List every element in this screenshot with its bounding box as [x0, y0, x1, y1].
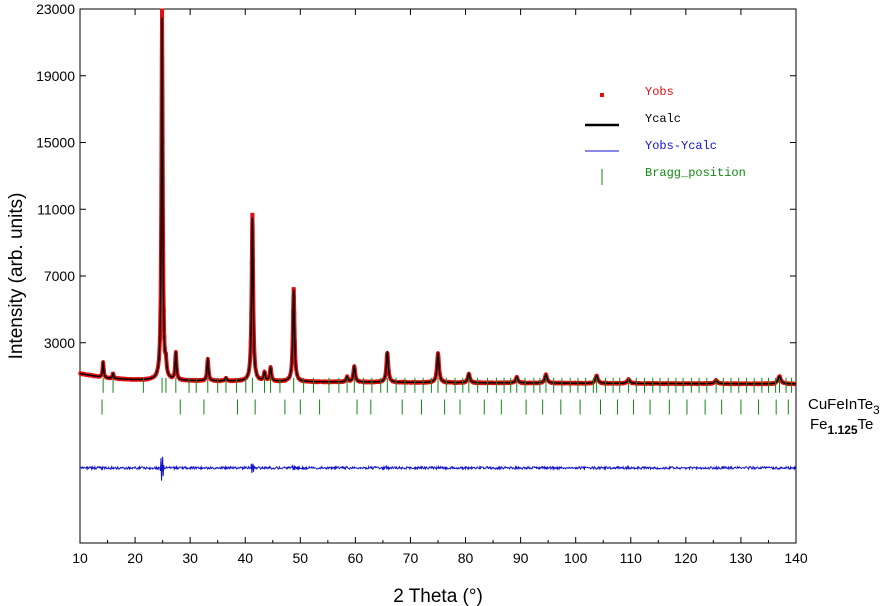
x-tick-label: 80 — [458, 550, 474, 566]
legend-swatch — [600, 93, 604, 97]
y-tick-label: 15000 — [36, 135, 75, 151]
y-tick-label: 11000 — [37, 201, 75, 217]
x-axis-title: 2 Theta (°) — [393, 586, 483, 606]
plot-area — [78, 8, 798, 481]
x-tick-label: 100 — [564, 550, 588, 566]
yobs-point — [250, 212, 255, 217]
x-tick-label: 20 — [127, 550, 143, 566]
y-tick-label: 3000 — [44, 335, 75, 351]
x-tick-label: 120 — [674, 550, 698, 566]
plot-frame — [79, 8, 797, 544]
diff-series — [79, 456, 797, 481]
x-tick-label: 30 — [182, 550, 198, 566]
legend-label: Bragg_position — [645, 166, 746, 180]
legend-item: Yobs — [600, 85, 674, 99]
y-tick-label: 7000 — [44, 268, 75, 284]
ycalc-series — [79, 17, 796, 385]
x-tick-label: 130 — [729, 550, 753, 566]
y-tick-label: 19000 — [36, 68, 75, 84]
legend-item: Yobs-Ycalc — [585, 139, 717, 153]
legend-label: Yobs-Ycalc — [645, 139, 717, 153]
legend-label: Yobs — [645, 85, 674, 99]
x-tick-label: 50 — [293, 550, 309, 566]
y-axis-title: Intensity (arb. units) — [6, 193, 27, 360]
legend: Yobs Ycalc Yobs-Ycalc Bragg_position — [585, 85, 746, 185]
x-axis: 10 20 30 40 50 60 70 80 90 100 110 120 130 140 — [72, 9, 808, 566]
x-tick-label: 60 — [348, 550, 364, 566]
legend-item: Bragg_position — [601, 166, 746, 185]
x-tick-label: 70 — [403, 550, 419, 566]
bragg-row — [102, 377, 793, 393]
x-tick-label: 90 — [513, 550, 529, 566]
x-tick-label: 110 — [620, 550, 643, 566]
yobs-series — [78, 8, 798, 387]
bragg-row — [101, 399, 789, 415]
x-tick-label: 140 — [784, 550, 808, 566]
x-tick-label: 40 — [237, 550, 253, 566]
phase-label-fe1125te: Fe1.125Te — [810, 416, 873, 437]
legend-item: Ycalc — [585, 112, 681, 127]
y-tick-label: 23000 — [36, 1, 75, 17]
x-tick-label: 10 — [72, 550, 88, 566]
yobs-point — [291, 287, 296, 292]
yobs-point — [160, 8, 165, 13]
phase-label-cufeinte3: CuFeInTe3 — [808, 396, 880, 417]
y-axis: 3000 7000 11000 15000 19000 23000 — [36, 1, 796, 351]
legend-label: Ycalc — [645, 112, 681, 126]
